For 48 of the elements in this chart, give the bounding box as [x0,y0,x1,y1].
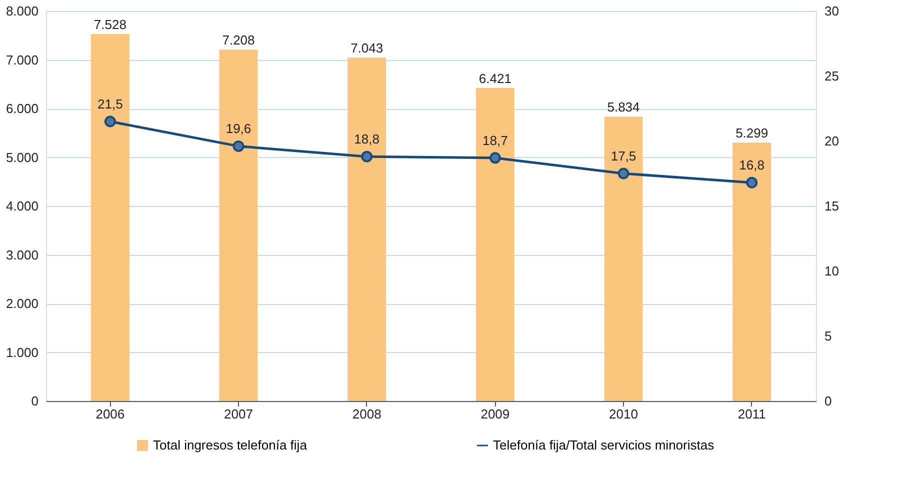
x-tick-label: 2009 [480,406,510,422]
point [361,150,373,162]
data-label: 17,5 [610,148,636,164]
bar [732,142,772,401]
y-tick-label: 7.000 [6,52,38,68]
bar [348,58,386,401]
y2-tick-label: 5 [824,328,832,344]
data-label: 16,8 [739,158,764,173]
y-tick-label: 5.000 [6,150,38,165]
y2-tick-label: 30 [824,4,839,18]
y-tick-label: 1.000 [6,344,38,360]
y-tick-label: 2.000 [6,296,38,311]
bar [476,88,514,401]
data-label: 7.528 [94,17,126,32]
data-label: 7.043 [350,40,384,56]
data-label: 18,8 [354,132,380,147]
x-tick-label: 2011 [738,406,766,422]
y-tick-label: 4.000 [6,198,38,214]
data-label: 6.421 [478,70,512,86]
y2-tick-label: 10 [824,264,839,278]
bar [90,34,130,401]
point [489,152,501,164]
x-tick-label: 2008 [352,406,382,422]
y-tick-label: 6.000 [6,101,38,116]
x-tick-label: 2010 [609,406,638,422]
legend-label: Telefonía fija/Total servicios minoristas [493,438,715,452]
x-tick-label: 2006 [96,406,125,422]
data-label: 5.299 [736,126,768,141]
bar [604,116,643,401]
point [618,168,630,180]
data-label: 19,6 [226,121,252,136]
y2-tick-label: 25 [824,68,839,84]
y2-tick-label: 15 [824,198,839,214]
y-tick-label: 3.000 [6,247,38,262]
x-tick-label: 2007 [224,406,253,422]
data-label: 18,7 [482,132,508,148]
point [104,116,116,128]
point [232,140,244,152]
bar [219,50,258,401]
y-tick-label: 8.000 [6,4,38,18]
y2-tick-label: 20 [824,134,839,148]
point [746,176,758,188]
y-tick-label: 0 [31,394,38,408]
y2-tick-label: 0 [824,394,832,408]
data-label: 7.208 [222,32,255,48]
data-label: 21,5 [98,96,123,112]
data-label: 5.834 [607,100,640,115]
legend-label: Total ingresos telefonía fija [153,438,308,452]
